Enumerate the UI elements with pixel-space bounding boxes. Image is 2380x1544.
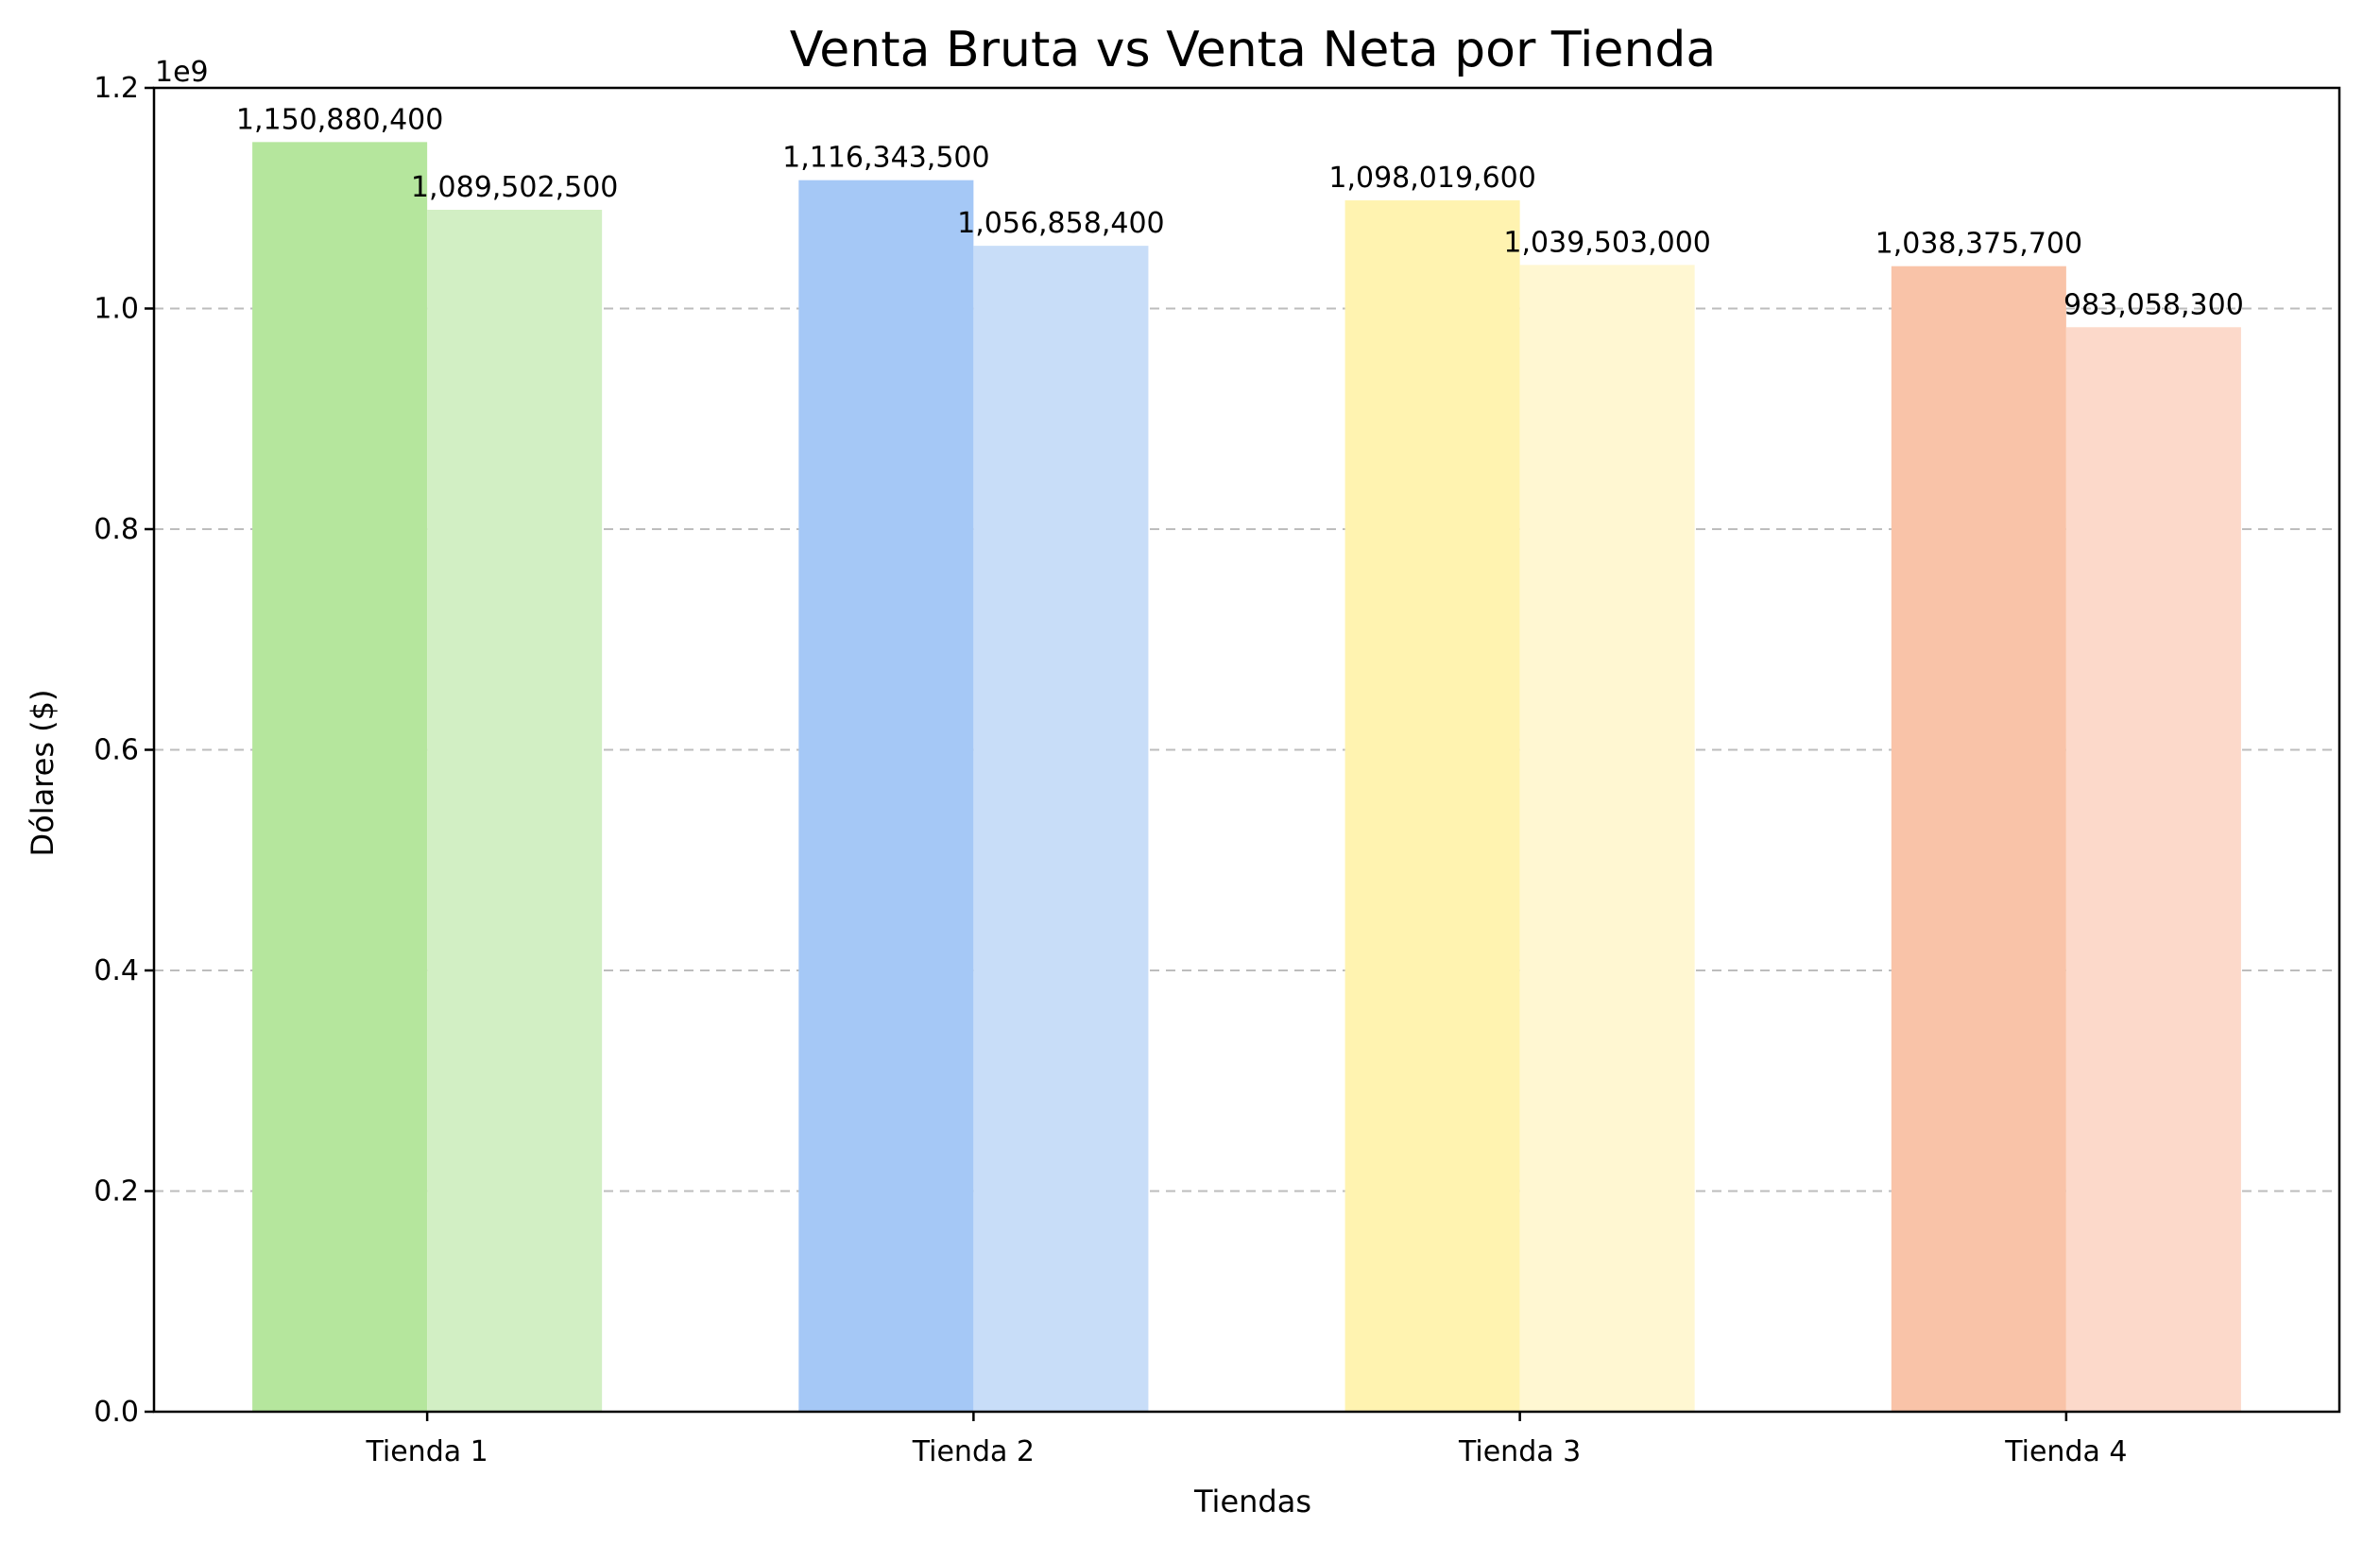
bar-value-label: 1,098,019,600 — [1328, 162, 1535, 195]
bar-neta-4 — [2065, 327, 2241, 1413]
y-tick-label: 1.0 — [94, 293, 139, 326]
bar-value-label: 1,056,858,400 — [957, 207, 1164, 240]
y-tick-label: 0.0 — [94, 1396, 139, 1429]
bar-neta-2 — [973, 246, 1149, 1413]
bar-neta-3 — [1519, 265, 1695, 1412]
bar-bruta-2 — [798, 180, 974, 1413]
axis-ticks: 0.0 0.2 0.4 0.6 0.8 1.0 1.2 Tienda 1 Tienda 2 Tie… — [94, 72, 2127, 1468]
y-axis-label: Dólares ($) — [25, 689, 60, 856]
bar-bruta-3 — [1344, 200, 1520, 1412]
bar-value-label: 1,039,503,000 — [1503, 226, 1710, 259]
value-labels: 1,150,880,400 1,089,502,500 1,116,343,500 1… — [236, 103, 2244, 321]
x-tick-label: Tienda 2 — [912, 1435, 1035, 1468]
bar-value-label: 1,150,880,400 — [236, 103, 443, 136]
y-tick-label: 0.8 — [94, 513, 139, 546]
bar-value-label: 1,089,502,500 — [411, 171, 618, 204]
y-tick-label: 0.2 — [94, 1175, 139, 1209]
x-tick-label: Tienda 4 — [2004, 1435, 2127, 1468]
bar-value-label: 1,116,343,500 — [782, 142, 989, 175]
y-tick-label: 0.4 — [94, 954, 139, 987]
bar-bruta-1 — [252, 142, 428, 1412]
y-tick-label: 0.6 — [94, 734, 139, 767]
chart-title: Venta Bruta vs Venta Neta por Tienda — [790, 22, 1717, 78]
bar-value-label: 983,058,300 — [2063, 288, 2244, 321]
x-tick-label: Tienda 1 — [365, 1435, 488, 1468]
x-axis-label: Tiendas — [1193, 1484, 1311, 1519]
y-tick-label: 1.2 — [94, 72, 139, 105]
bar-bruta-4 — [1891, 266, 2066, 1412]
bar-value-label: 1,038,375,700 — [1875, 228, 2082, 261]
x-tick-label: Tienda 3 — [1458, 1435, 1581, 1468]
bars — [252, 142, 2241, 1413]
y-axis-offset-label: 1e9 — [155, 56, 209, 89]
bar-neta-1 — [427, 210, 603, 1412]
